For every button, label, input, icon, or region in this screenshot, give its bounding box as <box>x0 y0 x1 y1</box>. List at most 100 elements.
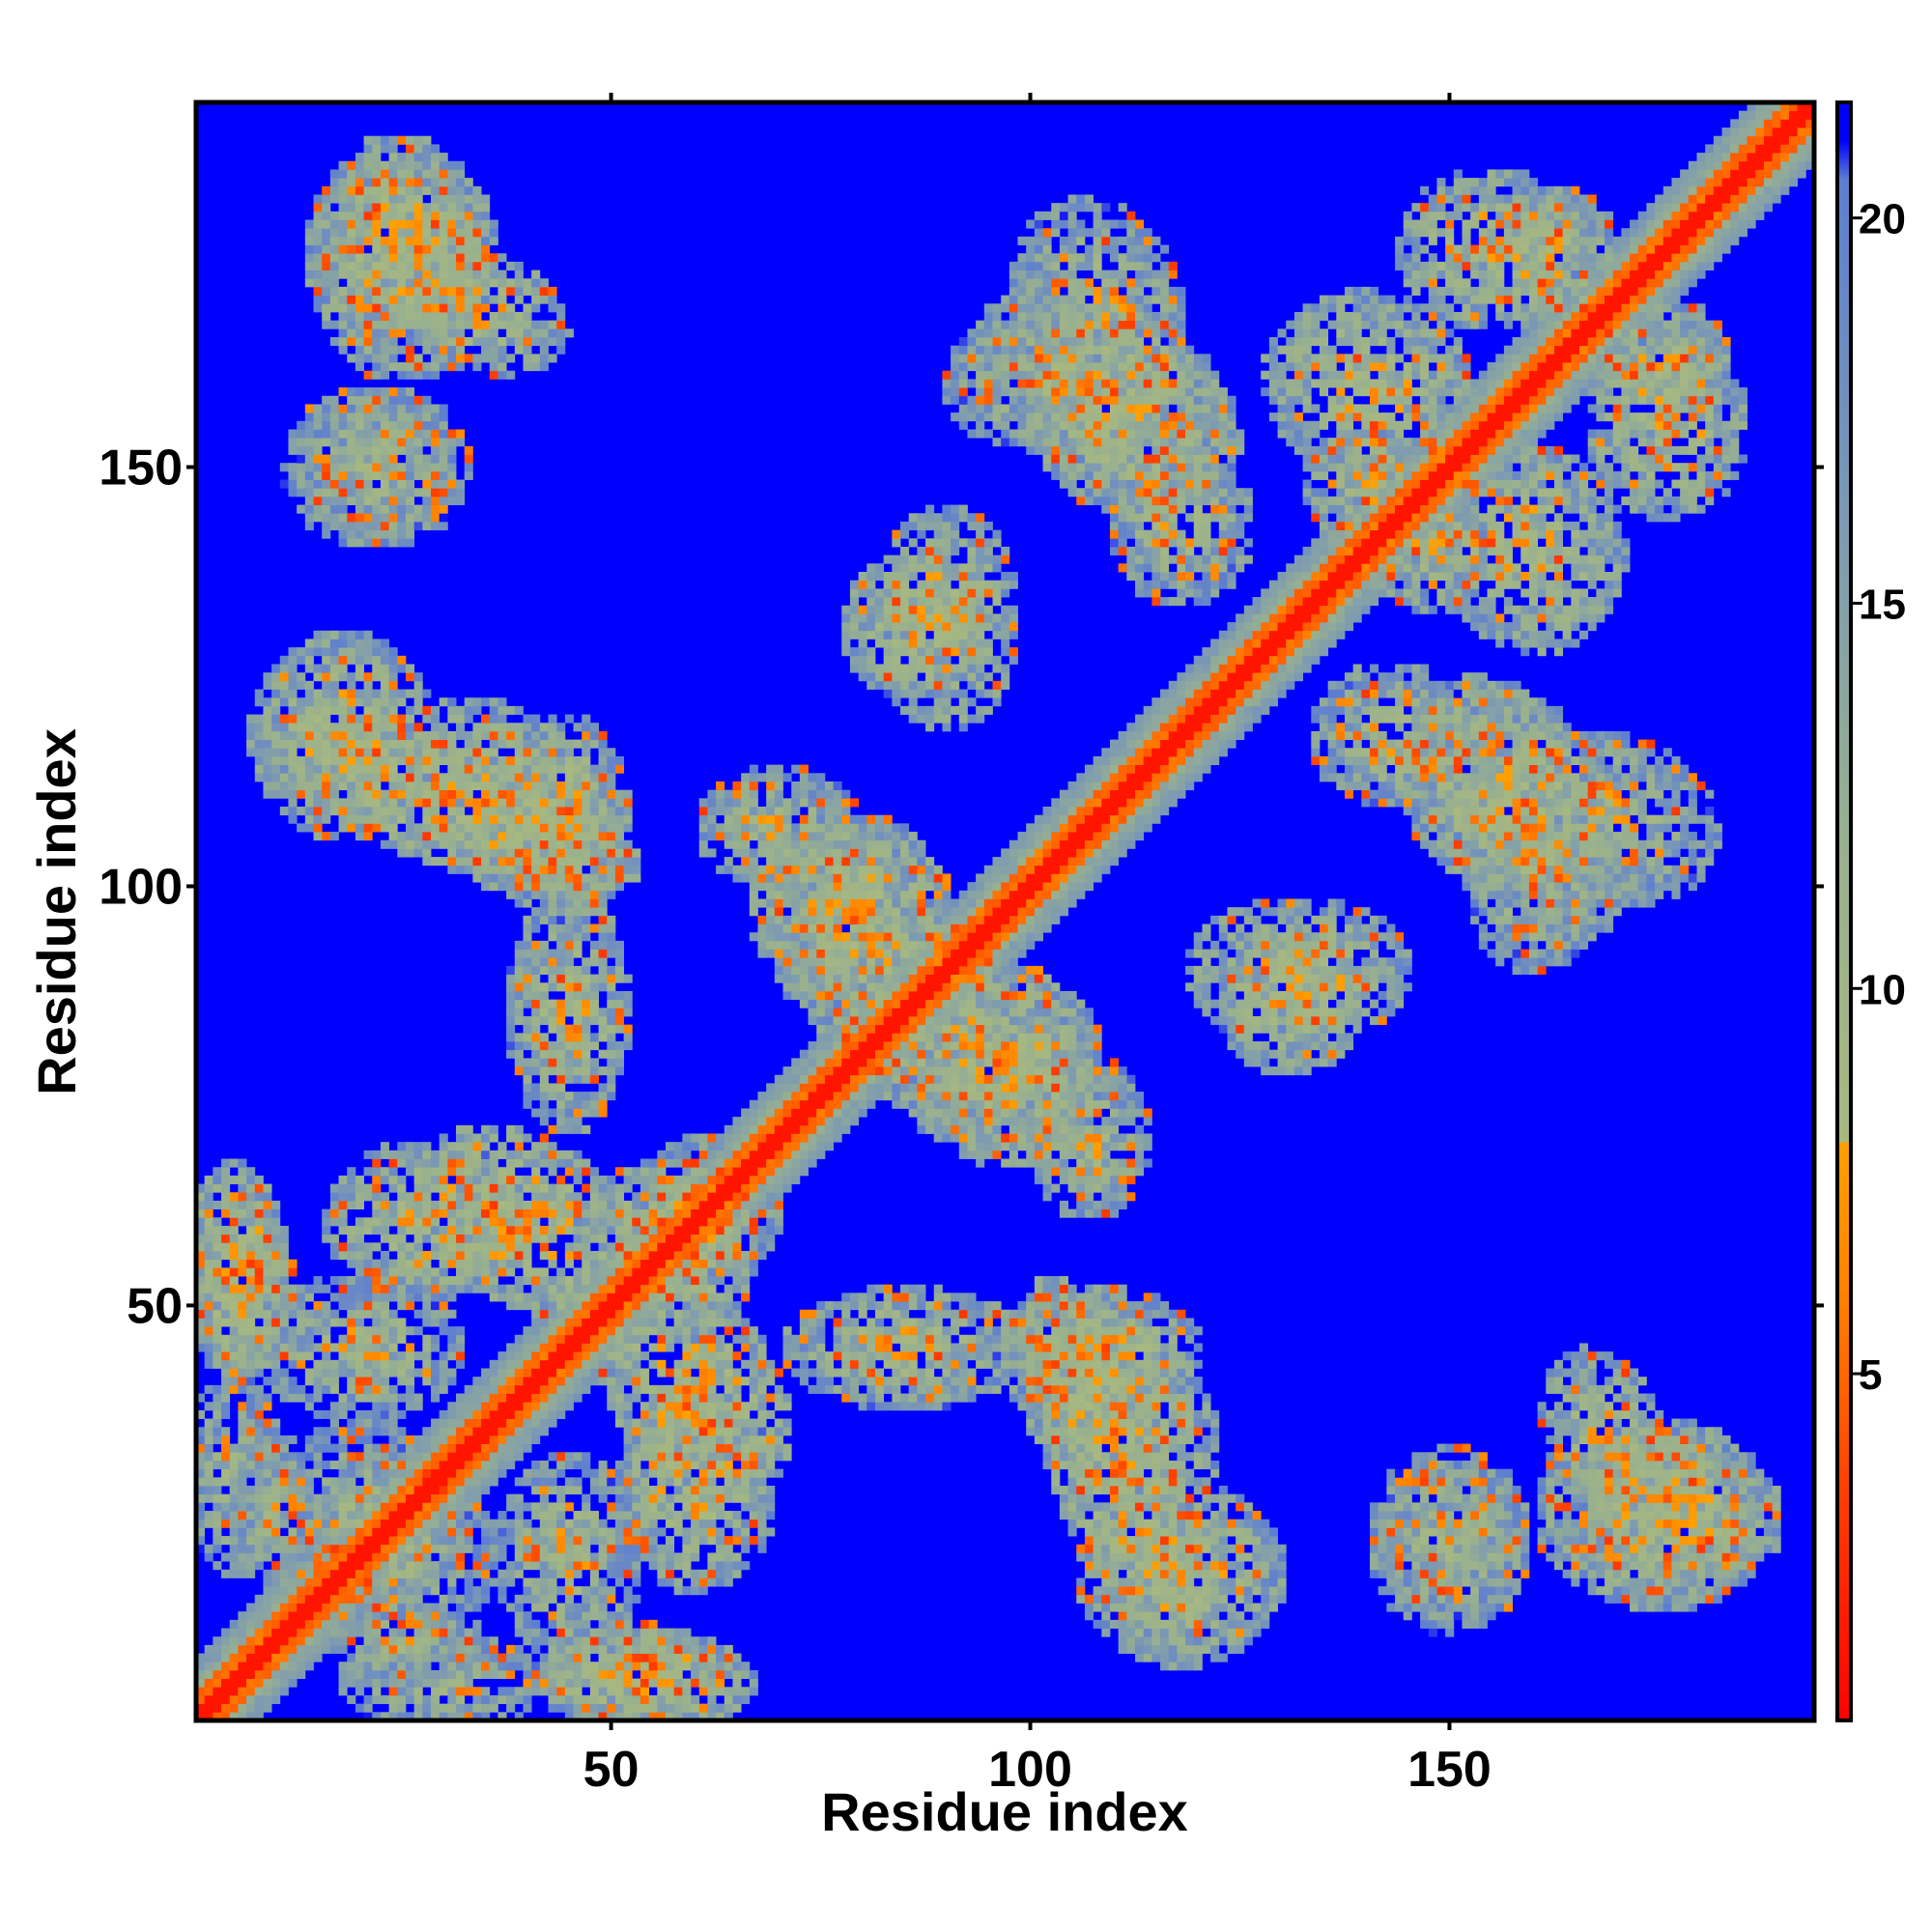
heatmap-cell <box>263 755 272 766</box>
heatmap-cell <box>405 814 415 824</box>
heatmap-cell <box>431 1368 440 1378</box>
heatmap-cell <box>254 1644 264 1654</box>
heatmap-cell <box>464 1443 473 1453</box>
heatmap-cell <box>313 429 323 439</box>
heatmap-cell <box>431 169 440 179</box>
heatmap-cell <box>338 1393 348 1403</box>
heatmap-cell <box>607 1485 616 1495</box>
heatmap-cell <box>313 789 323 799</box>
heatmap-cell <box>456 1158 466 1168</box>
heatmap-cell <box>497 1175 507 1184</box>
heatmap-cell <box>313 755 323 766</box>
heatmap-cell <box>514 320 524 329</box>
heatmap-cell <box>388 1477 398 1487</box>
heatmap-cell <box>329 1250 339 1261</box>
heatmap-cell <box>279 697 289 707</box>
heatmap-cell <box>548 1669 557 1680</box>
heatmap-cell <box>598 798 608 808</box>
heatmap-cell <box>355 203 364 213</box>
heatmap-cell <box>263 773 272 782</box>
heatmap-cell <box>380 639 390 648</box>
heatmap-cell <box>288 697 298 707</box>
heatmap-cell <box>623 1343 633 1352</box>
heatmap-cell <box>564 1644 574 1654</box>
heatmap-cell <box>589 1041 599 1051</box>
heatmap-cell <box>489 1242 498 1252</box>
heatmap-cell <box>329 429 339 439</box>
heatmap-cell <box>481 832 491 841</box>
heatmap-cell <box>263 1200 272 1209</box>
heatmap-cell <box>322 680 331 690</box>
heatmap-cell <box>422 1536 432 1546</box>
heatmap-cell <box>413 513 423 523</box>
heatmap-cell <box>573 1099 582 1109</box>
heatmap-cell <box>481 723 491 732</box>
heatmap-cell <box>589 940 599 950</box>
heatmap-cell <box>564 1058 574 1067</box>
heatmap-cell <box>489 1368 498 1378</box>
heatmap-cell <box>271 1687 281 1696</box>
heatmap-cell <box>506 354 516 363</box>
heatmap-cell <box>497 286 507 297</box>
heatmap-cell <box>263 1603 272 1612</box>
heatmap-cell <box>380 1276 390 1286</box>
heatmap-cell <box>564 898 574 908</box>
heatmap-cell <box>439 1225 448 1236</box>
heatmap-cell <box>431 1242 440 1252</box>
heatmap-cell <box>279 672 289 682</box>
heatmap-cell <box>313 689 323 698</box>
heatmap-cell <box>304 479 314 489</box>
heatmap-cell <box>497 1443 507 1453</box>
heatmap-cell <box>304 253 314 263</box>
heatmap-cell <box>456 286 466 297</box>
heatmap-cell <box>589 1712 599 1721</box>
heatmap-cell <box>322 1569 331 1578</box>
heatmap-cell <box>614 798 625 808</box>
heatmap-cell <box>497 1687 507 1696</box>
heatmap-cell <box>614 1368 625 1378</box>
heatmap-cell <box>229 1569 239 1578</box>
heatmap-cell <box>464 1435 473 1444</box>
heatmap-cell <box>582 1359 591 1369</box>
heatmap-cell <box>413 1694 423 1705</box>
heatmap-cell <box>539 1418 549 1428</box>
heatmap-cell <box>564 1183 574 1193</box>
heatmap-cell <box>347 1636 356 1646</box>
heatmap-cell <box>297 773 306 782</box>
heatmap-cell <box>380 1384 390 1394</box>
heatmap-cell <box>564 1108 574 1118</box>
heatmap-cell <box>514 1552 524 1562</box>
heatmap-cell <box>271 1293 281 1302</box>
heatmap-cell <box>413 1468 423 1478</box>
heatmap-cell <box>439 755 448 766</box>
heatmap-cell <box>607 923 616 933</box>
heatmap-cell <box>531 982 541 992</box>
heatmap-cell <box>439 1133 448 1143</box>
heatmap-cell <box>313 1636 323 1646</box>
heatmap-cell <box>514 1200 524 1209</box>
heatmap-cell <box>397 1703 407 1713</box>
heatmap-cell <box>238 1318 247 1327</box>
heatmap-cell <box>238 1703 247 1713</box>
heatmap-cell <box>380 504 390 514</box>
heatmap-cell <box>271 1468 281 1478</box>
heatmap-cell <box>355 1318 364 1327</box>
heatmap-cell <box>304 404 314 413</box>
heatmap-cell <box>347 320 356 329</box>
heatmap-cell <box>413 295 423 304</box>
heatmap-cell <box>623 1217 633 1227</box>
heatmap-cell <box>355 438 364 447</box>
heatmap-cell <box>271 1200 281 1209</box>
heatmap-cell <box>489 823 498 833</box>
heatmap-cell <box>456 1250 466 1261</box>
heatmap-cell <box>279 1242 289 1252</box>
heatmap-cell <box>607 1192 616 1202</box>
heatmap-cell <box>338 1527 348 1537</box>
heatmap-cell <box>347 773 356 782</box>
heatmap-cell <box>573 1662 582 1671</box>
heatmap-cell <box>288 739 298 749</box>
heatmap-cell <box>338 655 348 665</box>
heatmap-cell <box>481 848 491 858</box>
heatmap-cell <box>413 1703 423 1713</box>
heatmap-cell <box>297 1619 306 1629</box>
